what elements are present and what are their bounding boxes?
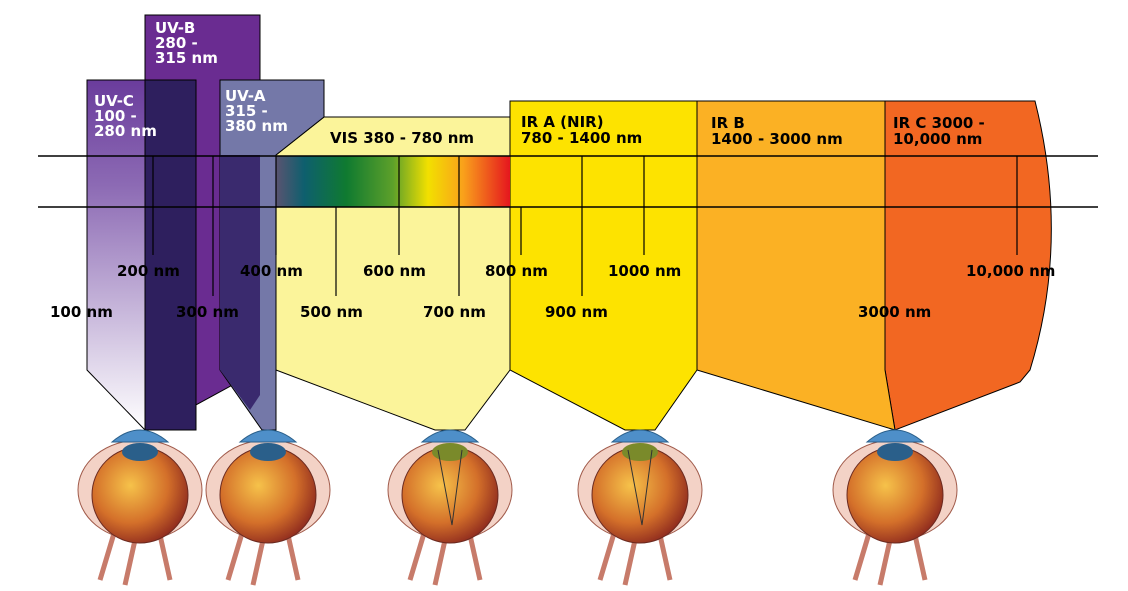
wavelength-label: 1000 nm xyxy=(608,262,681,280)
ir-b-band xyxy=(696,100,896,431)
wavelength-label: 200 nm xyxy=(117,262,180,280)
eye-part xyxy=(591,446,689,544)
wavelength-label: 300 nm xyxy=(176,303,239,321)
band-label: 315 - xyxy=(225,102,268,120)
eyes xyxy=(77,429,958,586)
wavelength-label: 800 nm xyxy=(485,262,548,280)
eye-part xyxy=(420,429,480,443)
wavelength-label: 500 nm xyxy=(300,303,363,321)
band-label: 380 nm xyxy=(225,117,288,135)
band-label: 280 nm xyxy=(94,122,157,140)
band-label: IR C 3000 - xyxy=(893,114,985,132)
eye-part xyxy=(97,529,173,586)
eye-part xyxy=(610,429,670,443)
eye-part xyxy=(225,529,301,586)
band-label: VIS 380 - 780 nm xyxy=(330,129,474,147)
wavelength-label: 600 nm xyxy=(363,262,426,280)
band-label: UV-A xyxy=(225,87,266,105)
wavelength-label: 3000 nm xyxy=(858,303,931,321)
band-label: IR B xyxy=(711,114,745,132)
eye-part xyxy=(122,443,158,461)
eye-part xyxy=(432,443,468,461)
wavelength-label: 10,000 nm xyxy=(966,262,1055,280)
visible-spectrum xyxy=(276,156,510,207)
eye-part xyxy=(407,529,483,586)
band-label: 1400 - 3000 nm xyxy=(711,130,843,148)
eye-part xyxy=(91,446,189,544)
eye-part xyxy=(401,446,499,544)
eye-part xyxy=(627,449,653,526)
eye-part xyxy=(238,429,298,443)
ticks xyxy=(152,156,1018,296)
band-label: 315 nm xyxy=(155,49,218,67)
wavelength-label: 100 nm xyxy=(50,303,113,321)
eye-part xyxy=(622,443,658,461)
eye-part xyxy=(865,429,925,443)
wavelength-label: 400 nm xyxy=(240,262,303,280)
band-label: 10,000 nm xyxy=(893,130,982,148)
uv-overlap xyxy=(220,155,260,410)
band-label: 280 - xyxy=(155,34,198,52)
band-label: UV-B xyxy=(155,19,195,37)
ir-c-band xyxy=(884,100,1052,431)
eye-part xyxy=(437,449,463,526)
eye-part xyxy=(250,443,286,461)
eye-part xyxy=(597,529,673,586)
band-label: 100 - xyxy=(94,107,137,125)
wavelength-label: 900 nm xyxy=(545,303,608,321)
wavelength-label: 700 nm xyxy=(423,303,486,321)
band-label: 780 - 1400 nm xyxy=(521,129,642,147)
eye-part xyxy=(110,429,170,443)
band-label: IR A (NIR) xyxy=(521,113,604,131)
band-label: UV-C xyxy=(94,92,134,110)
eye-part xyxy=(852,529,928,586)
eye-part xyxy=(877,443,913,461)
eye-part xyxy=(846,446,944,544)
eye-part xyxy=(219,446,317,544)
